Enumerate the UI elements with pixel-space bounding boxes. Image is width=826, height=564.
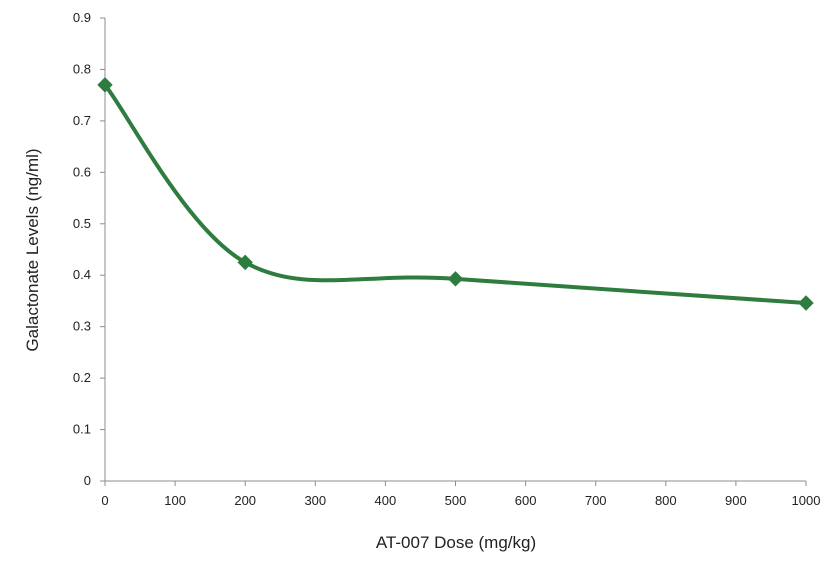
y-axis-ticks: 0 0.1 0.2 0.3 0.4 0.5 0.6 0.7 0.8 0.9 [73, 10, 105, 488]
x-axis-title: AT-007 Dose (mg/kg) [376, 533, 536, 552]
x-tick-label: 100 [164, 493, 186, 508]
y-axis-title: Galactonate Levels (ng/ml) [23, 148, 42, 351]
y-tick-label: 0.4 [73, 267, 91, 282]
x-tick-label: 300 [304, 493, 326, 508]
axes [104, 18, 806, 482]
y-tick-label: 0.8 [73, 61, 91, 76]
x-tick-label: 200 [234, 493, 256, 508]
data-point-marker [798, 295, 814, 311]
x-tick-label: 400 [375, 493, 397, 508]
x-tick-label: 600 [515, 493, 537, 508]
x-axis-ticks: 0 100 200 300 400 500 600 700 800 900 1000 [101, 481, 820, 508]
x-tick-label: 1000 [792, 493, 821, 508]
x-tick-label: 500 [445, 493, 467, 508]
x-tick-label: 0 [101, 493, 108, 508]
data-point-marker [97, 77, 113, 93]
series-layer [97, 77, 814, 311]
x-tick-label: 900 [725, 493, 747, 508]
x-tick-label: 800 [655, 493, 677, 508]
y-tick-label: 0.5 [73, 216, 91, 231]
y-tick-label: 0.7 [73, 113, 91, 128]
x-tick-label: 700 [585, 493, 607, 508]
y-tick-label: 0.2 [73, 370, 91, 385]
y-tick-label: 0.9 [73, 10, 91, 25]
y-tick-label: 0 [84, 473, 91, 488]
series-line [103, 82, 808, 306]
data-point-marker [447, 271, 464, 287]
y-tick-label: 0.3 [73, 319, 91, 334]
y-tick-label: 0.1 [73, 422, 91, 437]
data-point-marker [237, 254, 253, 271]
y-tick-label: 0.6 [73, 164, 91, 179]
